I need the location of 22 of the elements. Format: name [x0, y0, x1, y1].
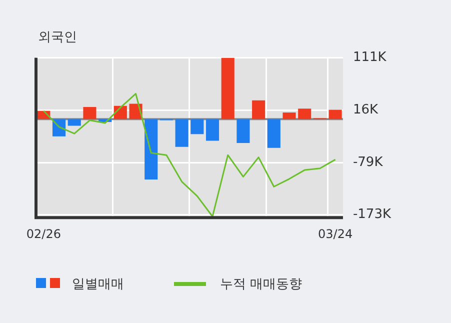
y-tick-label: 111K: [352, 50, 387, 66]
bar: [267, 119, 280, 148]
bar: [298, 108, 312, 120]
chart-title: 외국인: [38, 29, 77, 46]
bar: [252, 100, 266, 120]
bar: [221, 58, 234, 120]
bar: [328, 110, 342, 120]
bar: [236, 119, 250, 143]
y-tick-label: 16K: [352, 102, 379, 118]
bar: [83, 107, 96, 120]
x-tick-label: 03/24: [318, 226, 353, 241]
bar: [68, 119, 81, 126]
y-tick-label: -79K: [352, 155, 384, 170]
bar: [190, 119, 204, 134]
legend-label: 누적 매매동향: [220, 276, 302, 293]
y-tick-label: -173K: [352, 207, 392, 222]
bar: [144, 119, 158, 180]
bar: [282, 112, 296, 120]
bar: [175, 119, 188, 147]
legend-label: 일별매매: [72, 276, 124, 293]
x-tick-label: 02/26: [26, 226, 61, 241]
bar: [206, 119, 220, 141]
